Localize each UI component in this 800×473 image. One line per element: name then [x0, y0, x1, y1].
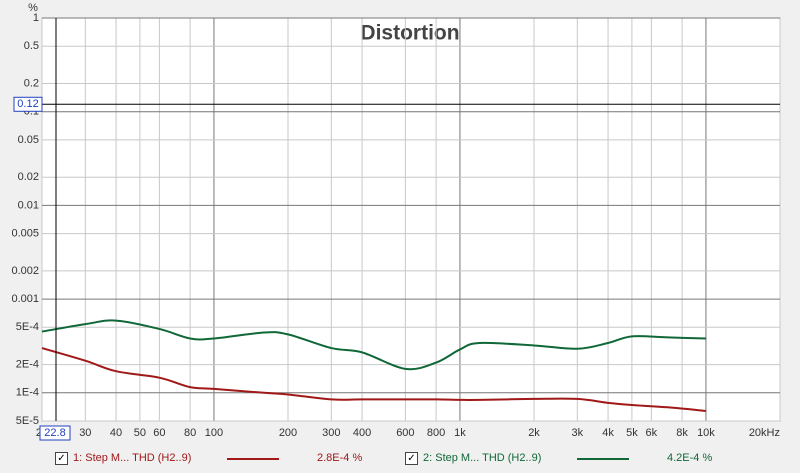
y-unit: %	[28, 2, 38, 14]
legend-readout: 2.8E-4 %	[317, 452, 363, 464]
y-tick-label: 0.01	[18, 199, 39, 211]
y-tick-label: 0.5	[24, 40, 39, 52]
x-tick-label: 1k	[454, 427, 466, 439]
x-tick-label: 8k	[676, 427, 688, 439]
cursor-x-label: 22.8	[44, 427, 65, 439]
cursor-box	[13, 96, 43, 112]
legend-swatch	[577, 458, 629, 460]
x-tick-label: 2k	[528, 427, 540, 439]
chart: Distortion % 203040506080100200300400600…	[11, 2, 781, 441]
x-tick-label: 30	[79, 427, 91, 439]
y-tick-label: 0.001	[11, 293, 39, 305]
grid	[41, 17, 781, 422]
y-tick-label: 0.005	[11, 228, 39, 240]
x-tick-label: 50	[134, 427, 146, 439]
chart-title: Distortion	[360, 22, 459, 45]
plot-area	[41, 17, 781, 422]
checkbox[interactable]: ✓	[405, 452, 418, 465]
y-tick-label: 0.05	[18, 134, 39, 146]
series-line	[41, 319, 706, 371]
x-tick-label: 600	[396, 427, 414, 439]
x-tick-label: 6k	[646, 427, 658, 439]
x-tick-label: 300	[322, 427, 340, 439]
legend-swatch	[227, 458, 279, 460]
y-tick-label: 1E-4	[16, 387, 39, 399]
x-tick-label: 20kHz	[749, 427, 780, 439]
y-tick-label: 0.02	[18, 171, 39, 183]
y-tick-label: 5E-5	[16, 415, 39, 427]
legend-label: 1: Step M... THD (H2..9)	[73, 452, 192, 464]
y-tick-label: 0.2	[24, 77, 39, 89]
x-tick-label: 80	[184, 427, 196, 439]
x-tick-label: 60	[153, 427, 165, 439]
x-tick-label: 400	[353, 427, 371, 439]
y-tick-label: 5E-4	[16, 321, 39, 333]
x-tick-label: 800	[427, 427, 445, 439]
y-tick-label: 2E-4	[16, 358, 39, 370]
checkbox[interactable]: ✓	[55, 452, 68, 465]
cursor-box	[39, 425, 71, 441]
x-tick-label: 5k	[626, 427, 638, 439]
x-tick-label: 200	[279, 427, 297, 439]
cursor-y-label: 0.12	[17, 98, 38, 110]
x-tick-label: 100	[205, 427, 223, 439]
y-tick-label: 0.002	[11, 265, 39, 277]
legend-label: 2: Step M... THD (H2..9)	[423, 452, 542, 464]
y-tick-label: 1	[33, 12, 39, 24]
legend-readout: 4.2E-4 %	[667, 452, 713, 464]
x-tick-label: 10k	[697, 427, 715, 439]
x-tick-label: 4k	[602, 427, 614, 439]
x-tick-label: 40	[110, 427, 122, 439]
x-tick-label: 3k	[572, 427, 584, 439]
legend: ✓ 1: Step M... THD (H2..9) 2.8E-4 % ✓ 2: Ste…	[0, 448, 800, 470]
series-line	[41, 347, 707, 412]
